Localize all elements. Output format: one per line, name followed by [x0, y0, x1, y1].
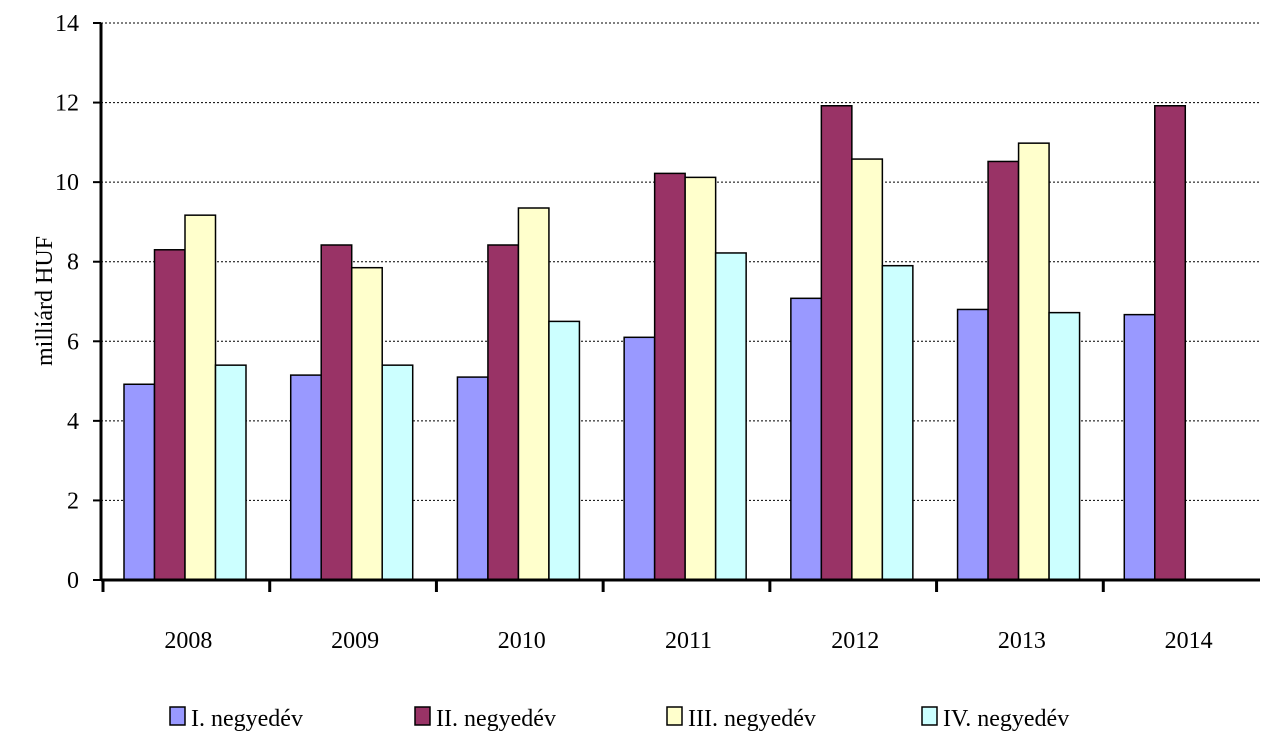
- y-tick-label: 12: [55, 91, 79, 117]
- legend: I. negyedév II. negyedév III. negyedév IV. …: [169, 706, 1069, 732]
- bar-2011-q1: [623, 336, 656, 581]
- y-tick-label: 8: [67, 250, 79, 276]
- bars: [123, 105, 1187, 581]
- bar-2010-q3: [517, 207, 550, 581]
- x-tick-label: 2014: [1165, 628, 1213, 654]
- x-tick-label: 2012: [831, 628, 879, 654]
- axes: [99, 23, 1260, 582]
- x-tick-label: 2011: [665, 628, 712, 654]
- x-tick-label: 2013: [998, 628, 1046, 654]
- y-tick-label: 4: [67, 409, 79, 435]
- x-tick-label: 2010: [498, 628, 546, 654]
- bar-2013-q1: [956, 308, 989, 581]
- bar-2008-q1: [123, 383, 156, 581]
- bar-2009-q3: [350, 266, 383, 581]
- legend-label-q2: II. negyedév: [436, 706, 556, 732]
- bar-2012-q1: [790, 297, 823, 581]
- legend-swatch-q4: [921, 706, 938, 726]
- y-tick-label: 2: [67, 488, 79, 514]
- bar-2012-q4: [881, 264, 914, 581]
- legend-swatch-q3: [666, 706, 683, 726]
- y-tick-label: 10: [55, 170, 79, 196]
- bar-2013-q2: [987, 160, 1020, 581]
- bar-2008-q4: [214, 364, 247, 581]
- bar-2009-q4: [381, 364, 414, 581]
- bar-2012-q2: [820, 105, 853, 581]
- bar-2014-q1: [1123, 313, 1156, 581]
- bar-2014-q2: [1154, 105, 1187, 581]
- bar-2008-q2: [153, 249, 186, 581]
- bar-2008-q3: [184, 214, 217, 581]
- legend-label-q3: III. negyedév: [688, 706, 816, 732]
- bar-2011-q3: [684, 176, 717, 581]
- x-tick-label: 2009: [331, 628, 379, 654]
- bar-2009-q2: [320, 244, 353, 581]
- legend-label-q1: I. negyedév: [191, 706, 303, 732]
- legend-swatch-q1: [169, 706, 186, 726]
- bar-2011-q4: [714, 252, 747, 581]
- y-axis-title: milliárd HUF: [32, 236, 58, 366]
- legend-swatch-q2: [414, 706, 431, 726]
- y-tick-label: 14: [55, 11, 79, 37]
- bar-2011-q2: [653, 172, 686, 581]
- bar-2010-q1: [456, 376, 489, 581]
- x-tick-label: 2008: [164, 628, 212, 654]
- legend-label-q4: IV. negyedév: [943, 706, 1069, 732]
- bar-2010-q4: [548, 320, 581, 581]
- bar-2009-q1: [289, 374, 322, 581]
- bar-2013-q3: [1017, 142, 1050, 581]
- bar-2012-q3: [851, 158, 884, 581]
- y-tick-labels: 0 2 4 6 8 10 12 14: [55, 11, 79, 594]
- x-tick-labels: 2008 2009 2010 2011 2012 2013 2014: [164, 628, 1212, 654]
- bar-2013-q4: [1048, 311, 1081, 581]
- y-tick-label: 6: [67, 329, 79, 355]
- bar-2010-q2: [487, 244, 520, 581]
- y-tick-label: 0: [67, 568, 79, 594]
